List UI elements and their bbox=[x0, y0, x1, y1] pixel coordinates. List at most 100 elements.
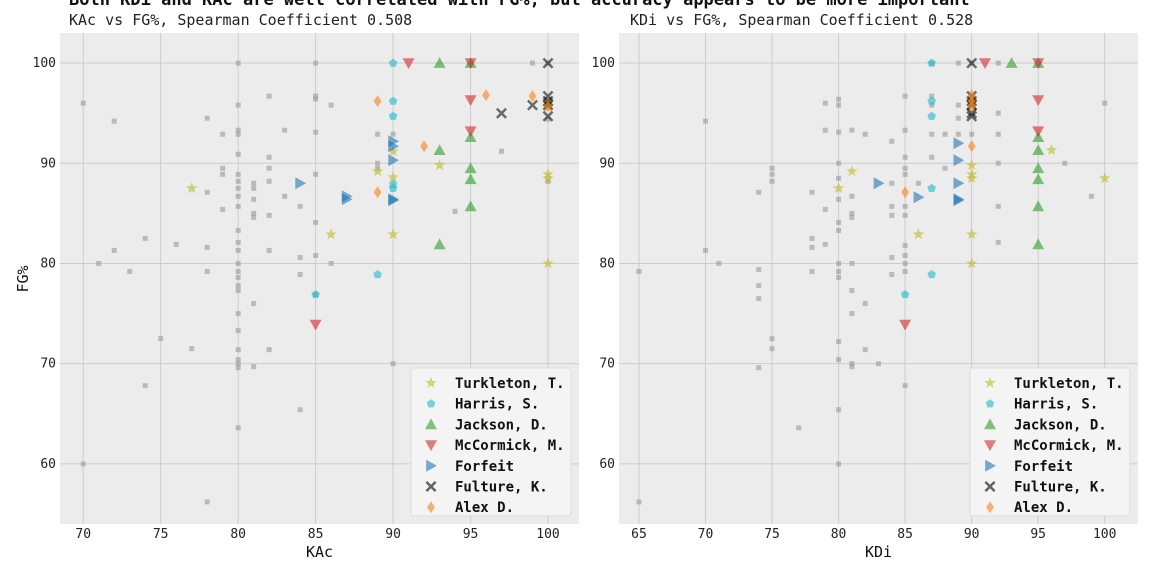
legend-marker bbox=[984, 481, 996, 492]
y-tick-label: 60 bbox=[40, 457, 56, 472]
legend-label: Jackson, D. bbox=[1014, 417, 1107, 433]
data-point bbox=[967, 140, 976, 153]
legend-marker bbox=[425, 418, 437, 430]
background-point bbox=[902, 127, 908, 133]
background-point bbox=[902, 93, 908, 99]
data-point bbox=[846, 165, 858, 177]
y-tick-label: 70 bbox=[599, 357, 615, 372]
background-point bbox=[995, 160, 1001, 166]
data-point bbox=[913, 191, 925, 204]
background-point bbox=[235, 203, 241, 209]
background-point bbox=[809, 189, 815, 195]
background-point bbox=[822, 100, 828, 106]
background-point bbox=[902, 165, 908, 171]
background-point bbox=[703, 247, 708, 253]
background-point bbox=[80, 100, 86, 106]
background-point bbox=[902, 268, 908, 274]
background-point bbox=[235, 171, 241, 177]
background-point bbox=[96, 260, 102, 266]
background-point bbox=[822, 127, 828, 133]
legend-marker bbox=[985, 459, 996, 472]
background-point bbox=[282, 127, 288, 133]
background-point bbox=[220, 171, 226, 177]
background-point bbox=[235, 102, 241, 108]
background-point bbox=[545, 116, 551, 122]
background-point bbox=[836, 196, 842, 202]
background-point bbox=[220, 165, 226, 171]
background-point bbox=[902, 171, 908, 177]
subplot-title: KAc vs FG%, Spearman Coefficient 0.508 bbox=[69, 11, 412, 29]
data-point bbox=[388, 183, 398, 192]
background-point bbox=[756, 296, 762, 302]
data-point bbox=[1032, 173, 1045, 185]
background-point bbox=[235, 361, 241, 367]
y-tick-label: 70 bbox=[40, 357, 56, 372]
data-point bbox=[1045, 144, 1058, 156]
background-point bbox=[902, 252, 908, 258]
background-point bbox=[313, 219, 319, 225]
background-point bbox=[266, 93, 272, 99]
data-point bbox=[1032, 58, 1045, 70]
background-point bbox=[235, 311, 241, 317]
y-tick-label: 80 bbox=[40, 256, 56, 271]
background-point bbox=[822, 206, 828, 212]
x-tick-label: 95 bbox=[1030, 527, 1046, 542]
x-axis-label: KDi bbox=[865, 543, 892, 561]
x-tick-label: 75 bbox=[764, 527, 780, 542]
background-point bbox=[235, 328, 241, 334]
background-point bbox=[235, 288, 241, 294]
background-point bbox=[862, 347, 868, 353]
background-point bbox=[297, 271, 303, 277]
background-point bbox=[756, 283, 762, 289]
data-point bbox=[542, 172, 554, 184]
background-point bbox=[204, 268, 210, 274]
background-point bbox=[929, 102, 935, 108]
background-point bbox=[251, 196, 257, 202]
data-point bbox=[542, 57, 554, 69]
data-point bbox=[388, 111, 398, 120]
background-point bbox=[266, 178, 272, 184]
background-point bbox=[769, 346, 775, 352]
x-tick-label: 80 bbox=[831, 527, 847, 542]
background-point bbox=[251, 185, 257, 191]
legend-marker bbox=[984, 418, 996, 430]
data-point bbox=[341, 193, 353, 206]
background-point bbox=[929, 93, 935, 99]
data-point bbox=[433, 57, 446, 68]
background-point bbox=[220, 206, 226, 212]
background-point bbox=[313, 171, 319, 177]
background-point bbox=[1088, 193, 1094, 199]
data-point bbox=[953, 137, 965, 150]
series-mccormick-m bbox=[899, 58, 1045, 331]
background-point bbox=[902, 154, 908, 160]
background-point bbox=[995, 60, 1001, 66]
background-point bbox=[189, 346, 195, 352]
background-point bbox=[251, 180, 257, 186]
background-point bbox=[266, 347, 272, 353]
background-point bbox=[452, 208, 458, 214]
legend-label: McCormick, M. bbox=[455, 438, 565, 454]
legend-marker bbox=[984, 440, 996, 452]
background-point bbox=[251, 214, 257, 220]
background-point bbox=[235, 425, 241, 431]
background-point bbox=[297, 254, 303, 260]
figure-title: Both KDi and KAc are well correlated wit… bbox=[69, 0, 970, 10]
background-point bbox=[297, 203, 303, 209]
data-point bbox=[464, 173, 477, 185]
background-point bbox=[235, 274, 241, 280]
series-forfeit bbox=[873, 137, 965, 207]
background-point bbox=[235, 247, 241, 253]
data-point bbox=[433, 159, 446, 171]
data-point bbox=[966, 57, 978, 69]
data-point bbox=[965, 228, 978, 240]
x-tick-label: 100 bbox=[1093, 527, 1116, 542]
background-point bbox=[969, 131, 975, 137]
background-point bbox=[849, 260, 855, 266]
background-point bbox=[849, 288, 855, 294]
tick-labels: 65 70 75 80 85 90 95 100 60 70 80 90 100 bbox=[592, 56, 1117, 542]
x-axis-label: KAc bbox=[306, 543, 333, 561]
background-points bbox=[636, 60, 1108, 505]
background-point bbox=[545, 178, 551, 184]
y-tick-label: 100 bbox=[33, 56, 56, 71]
data-point bbox=[1098, 172, 1111, 184]
